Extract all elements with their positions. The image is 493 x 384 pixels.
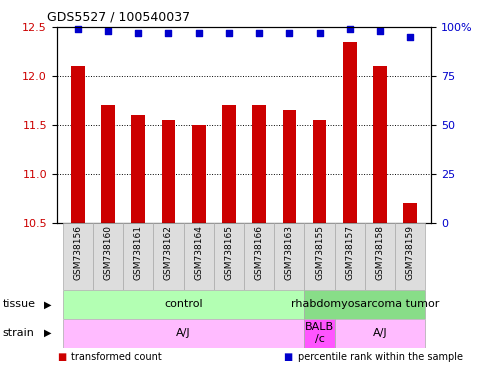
- Text: ■: ■: [283, 352, 293, 362]
- Text: GSM738157: GSM738157: [345, 225, 354, 280]
- Text: GSM738161: GSM738161: [134, 225, 143, 280]
- Text: A/J: A/J: [176, 328, 191, 338]
- Bar: [63, 223, 93, 290]
- Text: rhabdomyosarcoma tumor: rhabdomyosarcoma tumor: [291, 299, 439, 310]
- Bar: [63, 319, 305, 348]
- Point: [195, 30, 203, 36]
- Text: GSM738159: GSM738159: [406, 225, 415, 280]
- Text: strain: strain: [2, 328, 35, 338]
- Bar: [153, 223, 183, 290]
- Bar: [313, 120, 326, 223]
- Bar: [395, 223, 425, 290]
- Point: [285, 30, 293, 36]
- Text: GDS5527 / 100540037: GDS5527 / 100540037: [47, 10, 190, 23]
- Bar: [63, 290, 305, 319]
- Text: transformed count: transformed count: [71, 352, 162, 362]
- Text: A/J: A/J: [373, 328, 387, 338]
- Bar: [252, 105, 266, 223]
- Bar: [183, 223, 214, 290]
- Text: percentile rank within the sample: percentile rank within the sample: [298, 352, 463, 362]
- Bar: [335, 319, 425, 348]
- Text: ▶: ▶: [44, 328, 52, 338]
- Text: ■: ■: [57, 352, 66, 362]
- Bar: [373, 66, 387, 223]
- Bar: [282, 110, 296, 223]
- Text: GSM738160: GSM738160: [104, 225, 112, 280]
- Bar: [93, 223, 123, 290]
- Text: GSM738156: GSM738156: [73, 225, 82, 280]
- Bar: [214, 223, 244, 290]
- Bar: [403, 203, 417, 223]
- Text: tissue: tissue: [2, 299, 35, 310]
- Point: [134, 30, 142, 36]
- Text: ▶: ▶: [44, 299, 52, 310]
- Bar: [335, 223, 365, 290]
- Bar: [222, 105, 236, 223]
- Point: [255, 30, 263, 36]
- Point: [104, 28, 112, 34]
- Bar: [101, 105, 115, 223]
- Bar: [192, 125, 206, 223]
- Text: GSM738164: GSM738164: [194, 225, 203, 280]
- Point: [316, 30, 323, 36]
- Point: [165, 30, 173, 36]
- Point: [346, 26, 354, 32]
- Point: [225, 30, 233, 36]
- Bar: [244, 223, 274, 290]
- Bar: [343, 41, 356, 223]
- Text: control: control: [164, 299, 203, 310]
- Bar: [305, 319, 335, 348]
- Bar: [71, 66, 85, 223]
- Point: [406, 34, 414, 40]
- Bar: [123, 223, 153, 290]
- Bar: [305, 223, 335, 290]
- Bar: [162, 120, 176, 223]
- Text: GSM738158: GSM738158: [376, 225, 385, 280]
- Text: GSM738165: GSM738165: [224, 225, 233, 280]
- Text: GSM738163: GSM738163: [285, 225, 294, 280]
- Text: GSM738162: GSM738162: [164, 225, 173, 280]
- Text: BALB
/c: BALB /c: [305, 322, 334, 344]
- Bar: [305, 290, 425, 319]
- Text: GSM738155: GSM738155: [315, 225, 324, 280]
- Bar: [365, 223, 395, 290]
- Bar: [132, 115, 145, 223]
- Point: [74, 26, 82, 32]
- Point: [376, 28, 384, 34]
- Bar: [274, 223, 305, 290]
- Text: GSM738166: GSM738166: [255, 225, 264, 280]
